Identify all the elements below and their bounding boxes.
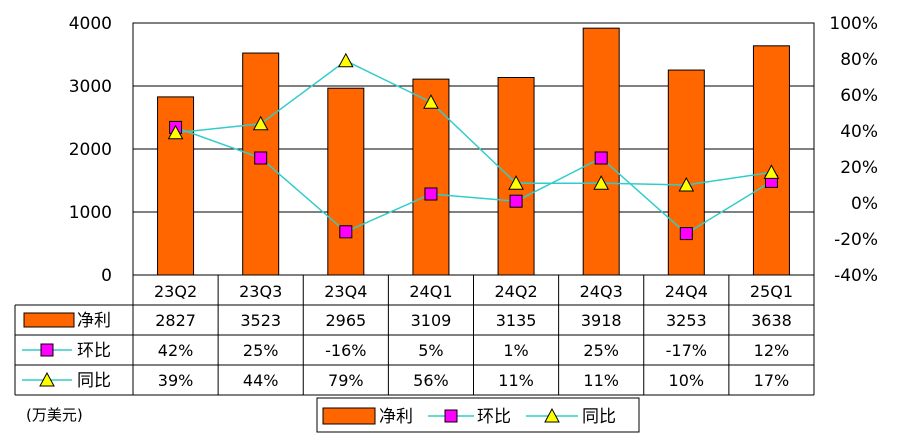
table-cell: 56%: [413, 371, 449, 390]
table-row-label: 环比: [77, 341, 111, 361]
legend-key-qoq: [444, 409, 458, 423]
unit-label: (万美元): [26, 406, 83, 424]
right-axis-tick-label: 100%: [829, 14, 878, 34]
bar-netprofit: [327, 87, 365, 276]
table-key-yoy: [39, 371, 55, 387]
line-yoy: [175, 59, 772, 186]
left-axis-tick-label: 1000: [69, 203, 112, 223]
table-cell: 3638: [751, 311, 792, 330]
table-cell: 2965: [325, 311, 366, 330]
right-axis-tick-label: 0%: [851, 194, 878, 214]
table-cell: 12%: [754, 341, 790, 360]
legend-key-yoy: [544, 407, 560, 423]
table-cell: 25%: [583, 341, 619, 360]
marker-yoy: [337, 52, 354, 68]
left-axis-tick-label: 0: [101, 266, 112, 286]
bar-netprofit: [752, 45, 790, 276]
table-key-netprofit: [23, 312, 75, 328]
category-label: 23Q3: [239, 282, 282, 301]
table-cell: -17%: [666, 341, 707, 360]
left-axis-tick-label: 2000: [69, 140, 112, 160]
legend: 净利 环比 同比: [316, 397, 640, 433]
marker-qoq: [254, 151, 268, 165]
table-cell: 25%: [243, 341, 279, 360]
right-axis-tick-label: 60%: [840, 86, 878, 106]
right-axis-tick-label: 80%: [840, 50, 878, 70]
table-cell: 11%: [498, 371, 534, 390]
right-axis-tick-label: 20%: [840, 158, 878, 178]
marker-qoq: [594, 151, 608, 165]
right-axis-tick-label: -20%: [834, 230, 878, 250]
bar-netprofit: [412, 78, 450, 276]
table-cell: 11%: [583, 371, 619, 390]
table-cell: 3135: [496, 311, 537, 330]
table-cell: 79%: [328, 371, 364, 390]
data-table: 23Q2 23Q3 23Q4 24Q1 24Q2 24Q3 24Q4 25Q1 净利 2827 35…: [14, 275, 815, 396]
legend-label: 同比: [582, 407, 616, 427]
marker-yoy: [508, 175, 524, 190]
table-cell: 44%: [243, 371, 279, 390]
category-label: 24Q1: [409, 282, 452, 301]
table-cell: 39%: [158, 371, 194, 390]
category-label: 23Q4: [324, 282, 367, 301]
category-label: 24Q4: [665, 282, 708, 301]
marker-qoq: [339, 225, 353, 239]
marker-qoq: [424, 187, 438, 201]
marker-qoq: [679, 227, 693, 241]
marker-yoy: [593, 175, 610, 190]
table-cell: 3109: [411, 311, 452, 330]
table-key-qoq: [40, 343, 54, 357]
table-cell: 1%: [503, 341, 528, 360]
marker-yoy: [763, 164, 780, 179]
table-cell: 3523: [240, 311, 281, 330]
left-axis-tick-label: 3000: [69, 77, 112, 97]
right-axis-tick-label: -40%: [834, 266, 878, 286]
marker-yoy: [678, 176, 695, 192]
table-cell: 3253: [666, 311, 707, 330]
legend-label: 净利: [379, 407, 413, 427]
marker-yoy: [423, 94, 439, 109]
axes: 0 1000 2000 3000 4000 -40% -20% 0% 20% 40% 60% 80% 1…: [69, 14, 878, 286]
marker-yoy: [167, 124, 184, 140]
category-label: 23Q2: [154, 282, 197, 301]
table-row-label: 净利: [77, 311, 111, 331]
marker-qoq: [509, 194, 523, 208]
table-cell: 42%: [158, 341, 194, 360]
legend-key-netprofit: [322, 407, 376, 425]
left-axis-tick-label: 4000: [69, 14, 112, 34]
table-row-label: 同比: [77, 371, 111, 391]
line-qoq: [175, 126, 772, 235]
category-label: 24Q3: [580, 282, 623, 301]
category-label: 25Q1: [750, 282, 793, 301]
table-cell: 2827: [155, 311, 196, 330]
line-series: [167, 52, 780, 241]
marker-yoy: [252, 115, 269, 131]
bar-netprofit: [667, 69, 705, 276]
category-label: 24Q2: [494, 282, 537, 301]
table-cell: 5%: [418, 341, 443, 360]
table-cell: 17%: [754, 371, 790, 390]
table-cell: 10%: [669, 371, 705, 390]
legend-label: 环比: [477, 407, 511, 427]
table-cell: 3918: [581, 311, 622, 330]
table-cell: -16%: [325, 341, 366, 360]
right-axis-tick-label: 40%: [840, 122, 878, 142]
